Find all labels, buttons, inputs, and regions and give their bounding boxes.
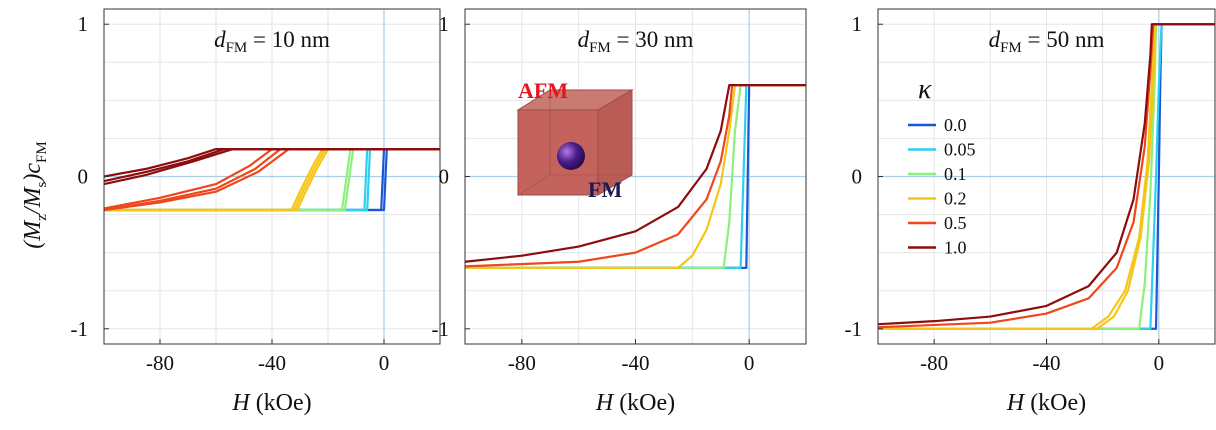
chart-panel-1: -80 -40 0 -1 0 1 H (kOe) dFM = 10 nm xyxy=(71,8,441,416)
y-axis-label: (Mz/Ms)cFM xyxy=(20,141,50,249)
x-axis-label: H (kOe) xyxy=(231,390,311,416)
panels: -80 -40 0 -1 0 1 H (kOe) dFM = 10 nm -80 -40 0 -1 0 1… xyxy=(71,8,1216,416)
chart-panel-3: -80 -40 0 -1 0 1 H (kOe) dFM = 50 nm xyxy=(845,8,1216,416)
legend-title: κ xyxy=(918,74,932,105)
y-tick-label: 0 xyxy=(439,165,450,189)
legend-label: 0.5 xyxy=(944,213,967,233)
chart-panel-2: -80 -40 0 -1 0 1 H (kOe) dFM = 30 nm xyxy=(432,8,807,416)
svg-text:(Mz/Ms)cFM: (Mz/Ms)cFM xyxy=(20,141,50,249)
y-tick-label: 1 xyxy=(78,12,89,36)
y-tick-label: -1 xyxy=(432,317,450,341)
x-tick-label: -80 xyxy=(146,351,174,375)
x-tick-label: 0 xyxy=(379,351,390,375)
y-tick-label: 1 xyxy=(439,12,450,36)
y-tick-label: 0 xyxy=(78,165,89,189)
series-line-kappa-1.0 xyxy=(878,23,1215,326)
inset-fm-label: FM xyxy=(588,177,622,202)
legend-label: 0.0 xyxy=(944,115,967,135)
y-tick-label: -1 xyxy=(845,317,863,341)
legend-label: 0.05 xyxy=(944,140,976,160)
fm-sphere xyxy=(557,142,585,170)
legend: κ 0.0 0.05 0.1 0.2 0.5 1.0 xyxy=(908,74,976,258)
x-axis-label: H (kOe) xyxy=(595,390,675,416)
y-tick-label: 1 xyxy=(852,12,863,36)
panel-title: dFM = 50 nm xyxy=(989,27,1105,56)
legend-label: 0.1 xyxy=(944,164,967,184)
inset-cube: AFM FM xyxy=(516,78,634,202)
x-tick-label: -80 xyxy=(508,351,536,375)
series-group xyxy=(104,147,440,212)
x-tick-label: -40 xyxy=(1033,351,1061,375)
x-tick-label: 0 xyxy=(1154,351,1165,375)
series-group xyxy=(465,84,806,269)
series-line-kappa-1.0 xyxy=(104,147,440,186)
y-tick-label: -1 xyxy=(71,317,89,341)
x-tick-label: -40 xyxy=(258,351,286,375)
series-line-kappa-0.2 xyxy=(878,23,1215,330)
x-tick-label: -80 xyxy=(920,351,948,375)
series-group xyxy=(878,23,1215,330)
x-axis-label: H (kOe) xyxy=(1006,390,1086,416)
x-tick-label: -40 xyxy=(622,351,650,375)
panel-title: dFM = 30 nm xyxy=(578,27,694,56)
legend-label: 0.2 xyxy=(944,189,967,209)
legend-label: 1.0 xyxy=(944,238,967,258)
panel-title: dFM = 10 nm xyxy=(214,27,330,56)
y-tick-label: 0 xyxy=(852,165,863,189)
series-line-kappa-0.5 xyxy=(465,84,806,268)
x-tick-label: 0 xyxy=(744,351,755,375)
series-line-kappa-1.0 xyxy=(465,84,806,263)
inset-afm-label: AFM xyxy=(518,78,568,103)
series-line-kappa-0.2 xyxy=(465,84,806,269)
